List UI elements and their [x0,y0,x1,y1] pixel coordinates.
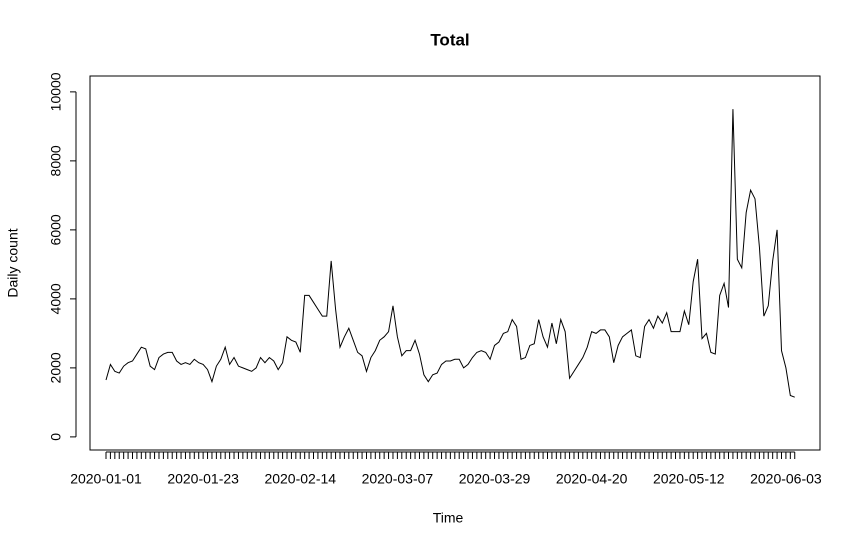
y-tick-label: 6000 [48,214,64,245]
data-line [105,109,795,398]
x-tick-label: 2020-03-29 [459,471,531,487]
y-tick-label: 2000 [48,352,64,383]
x-tick-label: 2020-03-07 [362,471,434,487]
y-tick-label: 4000 [48,283,64,314]
x-tick-label: 2020-04-20 [556,471,628,487]
y-tick-label: 10000 [48,72,64,111]
x-tick-label: 2020-01-01 [70,471,142,487]
x-tick-label: 2020-05-12 [653,471,725,487]
x-tick-label: 2020-02-14 [264,471,336,487]
y-axis-title: Daily count [5,228,21,297]
y-tick-label: 0 [48,433,64,441]
chart-title: Total [430,30,469,49]
x-axis-title: Time [433,510,464,526]
y-tick-label: 8000 [48,145,64,176]
plot-box [89,75,821,451]
x-tick-label: 2020-01-23 [167,471,239,487]
x-tick-label: 2020-06-03 [750,471,822,487]
